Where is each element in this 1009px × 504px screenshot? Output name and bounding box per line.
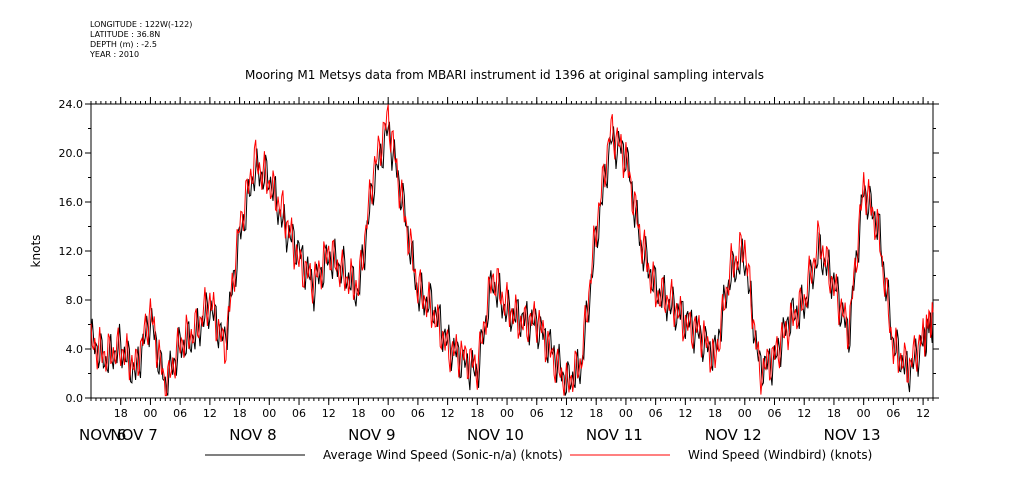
x-tick-label: 18 (470, 407, 484, 420)
y-tick-label: 0.0 (66, 392, 84, 405)
x-tick-label: 18 (589, 407, 603, 420)
x-tick-label: 06 (530, 407, 544, 420)
legend-label-sonic: Average Wind Speed (Sonic-n/a) (knots) (323, 448, 563, 462)
legend-label-windbird: Wind Speed (Windbird) (knots) (688, 448, 872, 462)
series-line-sonic (90, 121, 934, 396)
y-tick-label: 20.0 (59, 147, 84, 160)
y-tick-label: 16.0 (59, 196, 84, 209)
x-day-label: NOV 8 (229, 426, 276, 444)
x-tick-label: 12 (203, 407, 217, 420)
x-tick-label: 00 (619, 407, 633, 420)
y-tick-label: 24.0 (59, 98, 84, 111)
meta-latitude: LATITUDE : 36.8N (90, 30, 161, 39)
metadata-block: LONGITUDE : 122W(-122) LATITUDE : 36.8N … (90, 20, 192, 60)
x-tick-label: 18 (708, 407, 722, 420)
x-tick-label: 00 (262, 407, 276, 420)
x-day-label: NOV 7 (110, 426, 157, 444)
x-day-label: NOV 13 (824, 426, 881, 444)
y-axis-label: knots (29, 235, 43, 268)
x-tick-label: 12 (916, 407, 930, 420)
x-tick-label: 12 (678, 407, 692, 420)
x-tick-label: 18 (233, 407, 247, 420)
chart-title: Mooring M1 Metsys data from MBARI instru… (245, 68, 764, 82)
x-tick-label: 06 (649, 407, 663, 420)
x-tick-label: 00 (738, 407, 752, 420)
x-day-label: NOV 11 (586, 426, 643, 444)
x-tick-label: 06 (173, 407, 187, 420)
x-tick-label: 00 (381, 407, 395, 420)
plot-frame (90, 103, 934, 399)
meta-depth: DEPTH (m) : -2.5 (90, 40, 157, 49)
x-tick-label: 12 (322, 407, 336, 420)
y-tick-label: 4.0 (66, 343, 84, 356)
x-tick-label: 00 (857, 407, 871, 420)
x-tick-label: 06 (292, 407, 306, 420)
meta-year: YEAR : 2010 (90, 50, 140, 59)
meta-longitude: LONGITUDE : 122W(-122) (90, 20, 193, 29)
x-tick-label: 18 (827, 407, 841, 420)
y-tick-label: 8.0 (66, 294, 84, 307)
series-line-windbird (90, 104, 934, 397)
x-tick-label: 12 (441, 407, 455, 420)
x-tick-label: 06 (768, 407, 782, 420)
x-tick-label: 18 (114, 407, 128, 420)
x-tick-label: 12 (797, 407, 811, 420)
x-tick-label: 12 (559, 407, 573, 420)
x-tick-label: 18 (351, 407, 365, 420)
y-tick-label: 12.0 (59, 245, 84, 258)
x-day-label: NOV 9 (348, 426, 395, 444)
x-day-label: NOV 6 (79, 426, 126, 444)
x-tick-label: 06 (411, 407, 425, 420)
x-day-label: NOV 12 (705, 426, 762, 444)
x-tick-label: 06 (886, 407, 900, 420)
x-tick-label: 00 (143, 407, 157, 420)
x-day-label: NOV 10 (467, 426, 524, 444)
x-tick-label: 00 (500, 407, 514, 420)
